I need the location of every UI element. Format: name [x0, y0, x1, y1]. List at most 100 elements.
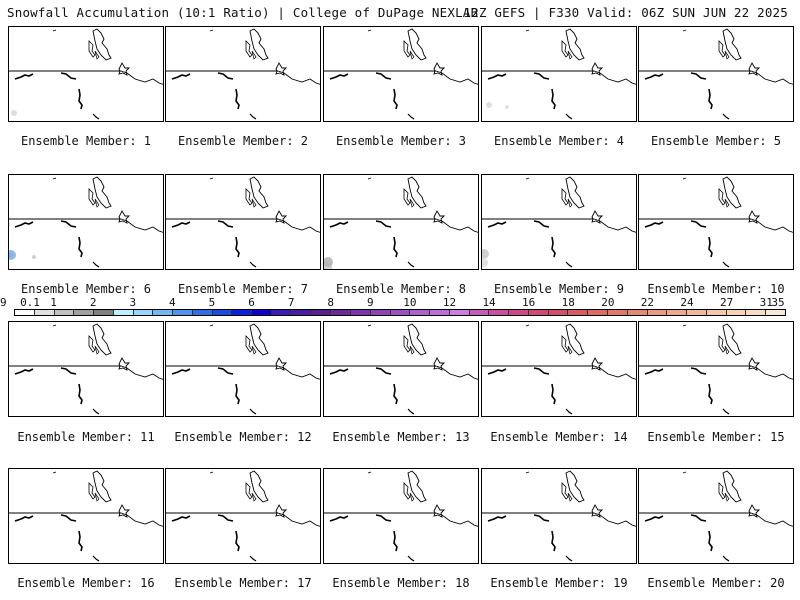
colorbar-swatch [232, 310, 253, 315]
member-label: Ensemble Member: 8 [335, 282, 467, 296]
colorbar-swatch [351, 310, 371, 315]
member-map-panel [638, 26, 794, 122]
member-label: Ensemble Member: 18 [332, 576, 470, 590]
colorbar-swatch [647, 310, 668, 315]
colorbar-swatch [311, 310, 332, 315]
colorbar-swatch [212, 310, 233, 315]
colorbar-swatch [726, 310, 747, 315]
colorbar-tick-label: 16 [522, 296, 536, 309]
member-map-panel [165, 174, 321, 270]
colorbar-tick-label: 0.1 [20, 296, 40, 309]
member-map-panel [323, 321, 479, 417]
colorbar-tick-label: 5 [208, 296, 216, 309]
colorbar-tick-label: 7 [287, 296, 295, 309]
colorbar-tick-label: 39 [0, 296, 7, 309]
map-outline [324, 176, 478, 269]
member-map-panel [638, 174, 794, 270]
colorbar-swatch [271, 310, 292, 315]
colorbar-swatch [331, 310, 352, 315]
member-map-panel [481, 468, 637, 564]
colorbar-swatch [687, 310, 707, 315]
colorbar-swatch [766, 310, 785, 315]
colorbar-swatch [449, 310, 470, 315]
member-label: Ensemble Member: 10 [647, 282, 785, 296]
colorbar-swatch [133, 310, 154, 315]
member-label: Ensemble Member: 3 [335, 134, 467, 148]
member-label: Ensemble Member: 7 [177, 282, 309, 296]
colorbar-swatch [15, 310, 35, 315]
colorbar-swatch [548, 310, 569, 315]
colorbar-swatch [192, 310, 213, 315]
chart-title: Snowfall Accumulation (10:1 Ratio) | Col… [7, 5, 479, 20]
colorbar-swatch [469, 310, 490, 315]
member-map-panel [481, 321, 637, 417]
member-label: Ensemble Member: 16 [17, 576, 155, 590]
colorbar-tick-label: 24 [680, 296, 694, 309]
member-map-panel [481, 26, 637, 122]
map-outline [639, 323, 793, 415]
member-label: Ensemble Member: 17 [174, 576, 312, 590]
map-outline [9, 470, 163, 562]
map-outline [166, 470, 320, 562]
colorbar-tick-label: 27 [719, 296, 734, 309]
colorbar-swatch [113, 310, 134, 315]
colorbar-swatch [410, 310, 431, 315]
member-map-panel [323, 26, 479, 122]
member-map-panel [323, 174, 479, 270]
member-label: Ensemble Member: 4 [493, 134, 625, 148]
colorbar-swatch [291, 310, 312, 315]
map-outline [324, 28, 478, 120]
colorbar-tick-label: 1 [50, 296, 57, 309]
colorbar-swatch [370, 310, 391, 315]
colorbar-swatch [509, 310, 529, 315]
colorbar-tick-label: 14 [482, 296, 496, 309]
colorbar-tick-label: 20 [601, 296, 615, 309]
snowfall-colorbar [14, 309, 786, 316]
colorbar-swatch [54, 310, 75, 315]
member-map-panel [8, 26, 164, 122]
colorbar-swatch [173, 310, 193, 315]
map-outline [9, 323, 163, 415]
member-map-panel [8, 174, 164, 270]
map-outline [482, 28, 636, 120]
colorbar-tick-label: 6 [248, 296, 255, 309]
colorbar-swatch [34, 310, 55, 315]
colorbar-tick-label: 22 [640, 296, 655, 309]
colorbar-swatch [607, 310, 628, 315]
member-map-panel [8, 321, 164, 417]
member-label: Ensemble Member: 13 [332, 430, 470, 444]
colorbar-swatch [252, 310, 272, 315]
map-outline [9, 28, 163, 120]
map-outline [166, 323, 320, 415]
colorbar-swatch [94, 310, 114, 315]
colorbar-tick-label: 35 [771, 296, 785, 309]
map-outline [324, 323, 478, 415]
member-label: Ensemble Member: 19 [490, 576, 628, 590]
map-outline [639, 470, 793, 562]
member-map-panel [638, 321, 794, 417]
member-label: Ensemble Member: 12 [174, 430, 312, 444]
member-map-panel [165, 26, 321, 122]
colorbar-swatch [528, 310, 549, 315]
colorbar-tick-label: 9 [366, 296, 374, 309]
member-map-panel [165, 321, 321, 417]
colorbar-swatch [706, 310, 727, 315]
model-run-info: 12Z GEFS | F330 Valid: 06Z SUN JUN 22 20… [463, 5, 788, 20]
member-map-panel [323, 468, 479, 564]
member-label: Ensemble Member: 2 [177, 134, 309, 148]
member-label: Ensemble Member: 9 [493, 282, 625, 296]
member-label: Ensemble Member: 1 [20, 134, 152, 148]
colorbar-tick-label: 10 [403, 296, 417, 309]
member-label: Ensemble Member: 5 [650, 134, 782, 148]
map-outline [482, 176, 636, 268]
colorbar-swatch [588, 310, 608, 315]
member-map-panel [638, 468, 794, 564]
colorbar-tick-label: 31 [759, 296, 773, 309]
member-label: Ensemble Member: 11 [17, 430, 155, 444]
colorbar-swatch [667, 310, 688, 315]
member-label: Ensemble Member: 14 [490, 430, 628, 444]
map-outline [639, 28, 793, 120]
colorbar-tick-label: 18 [561, 296, 575, 309]
map-outline [482, 470, 636, 562]
